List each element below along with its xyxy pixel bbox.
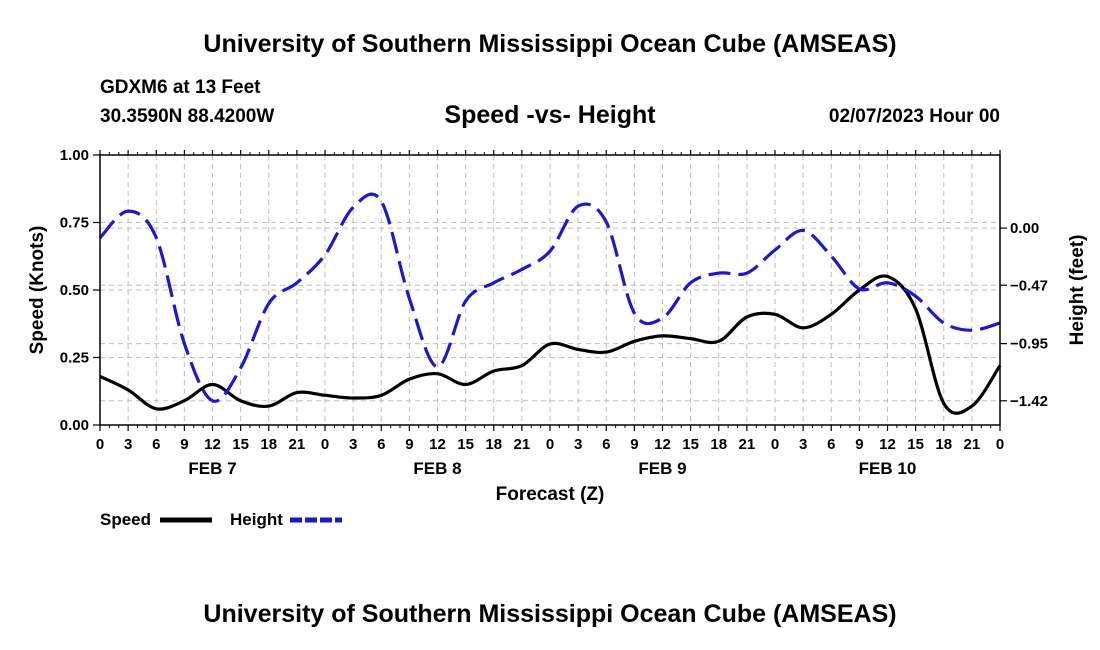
x-tick-label: 15: [232, 436, 249, 453]
legend-speed-label: Speed: [100, 510, 151, 529]
x-tick-label: 9: [630, 436, 638, 453]
x-tick-label: 9: [180, 436, 188, 453]
y2-tick-label: −0.95: [1010, 336, 1048, 353]
y-axis-title: Speed (Knots): [27, 226, 48, 355]
y2-tick-label: −1.42: [1010, 393, 1048, 410]
x-tick-label: 0: [546, 436, 554, 453]
x-tick-label: 6: [152, 436, 160, 453]
station-label: GDXM6 at 13 Feet: [100, 77, 261, 98]
y-tick-label: 1.00: [60, 147, 89, 164]
x-tick-label: 3: [574, 436, 582, 453]
x-tick-label: 3: [799, 436, 807, 453]
axes: 0 3 6 9 12 15 18 21 0 3 6 9 12 15 18 21 0 3 6 9 12 15 18 21 0 3 6 9…: [60, 147, 1048, 478]
y-tick-label: 0.75: [60, 215, 89, 232]
grid: [100, 155, 1000, 425]
series-line-height: [98, 192, 1001, 403]
x-tick-label: 21: [739, 436, 756, 453]
legend-height-label: Height: [230, 510, 283, 529]
y-tick-label: 0.00: [60, 417, 89, 434]
x-tick-label: 0: [771, 436, 779, 453]
x-tick-label: 3: [124, 436, 132, 453]
y-tick-label: 0.25: [60, 350, 89, 367]
x-tick-label: 0: [96, 436, 104, 453]
y2-tick-label: −0.47: [1010, 277, 1048, 294]
x-tick-label: 6: [602, 436, 610, 453]
day-label: FEB 8: [413, 459, 461, 478]
x-tick-label: 18: [260, 436, 277, 453]
x-tick-label: 6: [827, 436, 835, 453]
day-label: FEB 7: [188, 459, 236, 478]
x-tick-label: 15: [907, 436, 924, 453]
x-tick-label: 15: [457, 436, 474, 453]
x-tick-label: 12: [879, 436, 896, 453]
legend: Speed Height: [100, 510, 342, 529]
x-tick-label: 15: [682, 436, 699, 453]
x-tick-label: 12: [654, 436, 671, 453]
x-tick-label: 21: [964, 436, 981, 453]
x-tick-label: 0: [321, 436, 329, 453]
station-coordinates: 30.3590N 88.4200W: [100, 106, 275, 127]
y-tick-label: 0.50: [60, 282, 89, 299]
x-tick-label: 9: [405, 436, 413, 453]
report-title: University of Southern Mississippi Ocean…: [203, 30, 897, 58]
day-label: FEB 9: [638, 459, 686, 478]
y2-axis-title: Height (feet): [1067, 235, 1088, 346]
x-tick-label: 18: [710, 436, 727, 453]
x-tick-label: 18: [935, 436, 952, 453]
x-tick-label: 18: [485, 436, 502, 453]
day-label: FEB 10: [859, 459, 917, 478]
x-tick-label: 21: [514, 436, 531, 453]
x-axis-title: Forecast (Z): [496, 484, 605, 505]
series-line-speed: [99, 274, 1002, 415]
y2-tick-label: 0.00: [1010, 220, 1039, 237]
x-tick-label: 12: [429, 436, 446, 453]
x-tick-label: 12: [204, 436, 221, 453]
x-tick-label: 6: [377, 436, 385, 453]
x-tick-label: 9: [855, 436, 863, 453]
footer-title: University of Southern Mississippi Ocean…: [203, 600, 897, 628]
x-tick-label: 0: [996, 436, 1004, 453]
chart-title: Speed -vs- Height: [444, 101, 656, 129]
forecast-datetime: 02/07/2023 Hour 00: [828, 106, 1000, 127]
x-tick-label: 3: [349, 436, 357, 453]
x-tick-label: 21: [289, 436, 306, 453]
series-layer: [98, 192, 1002, 415]
